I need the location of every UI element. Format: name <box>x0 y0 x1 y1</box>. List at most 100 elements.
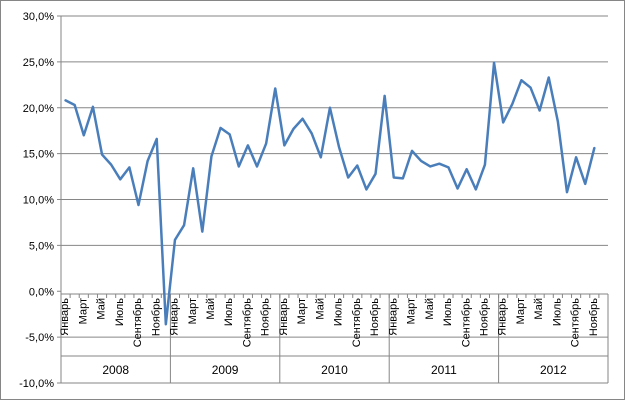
data-point <box>575 156 577 158</box>
data-point <box>593 147 595 149</box>
data-point <box>402 177 404 179</box>
gridlines <box>61 15 608 384</box>
month-label: Июль <box>223 298 235 326</box>
month-label: Май <box>533 298 545 320</box>
data-point <box>210 155 212 157</box>
y-tick-label: -5,0% <box>25 332 54 344</box>
data-point <box>429 165 431 167</box>
month-label: Ноябрь <box>588 298 600 336</box>
data-point <box>128 166 130 168</box>
month-label: Сентябрь <box>132 298 144 348</box>
month-label: Сентябрь <box>351 298 363 348</box>
data-point <box>329 107 331 109</box>
month-label: Март <box>406 298 418 324</box>
x-axis: 2008 2009 2010 2011 2012 Январь Март Май Июль Сен… <box>59 293 609 383</box>
year-label: 2012 <box>540 363 567 377</box>
month-label: Июль <box>442 298 454 326</box>
data-point <box>192 167 194 169</box>
month-label: Сентябрь <box>460 298 472 348</box>
data-point <box>347 176 349 178</box>
month-label: Январь <box>497 298 509 336</box>
series-line <box>64 61 596 326</box>
y-tick-label: 20,0% <box>23 103 54 115</box>
month-label: Май <box>424 298 436 320</box>
data-point <box>301 118 303 120</box>
month-label: Январь <box>387 298 399 336</box>
month-label: Май <box>205 298 217 320</box>
data-point <box>447 166 449 168</box>
data-point <box>119 178 121 180</box>
y-tick-label: 10,0% <box>23 195 54 207</box>
data-point <box>165 323 167 325</box>
data-point <box>137 204 139 206</box>
data-point <box>420 160 422 162</box>
data-point <box>92 106 94 108</box>
y-tick-label: 30,0% <box>23 11 54 23</box>
data-point <box>256 165 258 167</box>
data-point <box>538 109 540 111</box>
year-label: 2008 <box>102 363 129 377</box>
data-point <box>475 188 477 190</box>
data-point <box>247 144 249 146</box>
month-label: Ноябрь <box>150 298 162 336</box>
data-point <box>73 104 75 106</box>
data-point <box>502 121 504 123</box>
month-label: Март <box>77 298 89 324</box>
data-point <box>465 168 467 170</box>
data-point <box>383 95 385 97</box>
month-label: Март <box>296 298 308 324</box>
data-point <box>183 224 185 226</box>
data-point <box>311 132 313 134</box>
data-point <box>584 183 586 185</box>
data-point <box>219 127 221 129</box>
data-point <box>374 173 376 175</box>
data-point <box>320 156 322 158</box>
data-point <box>146 160 148 162</box>
data-point <box>529 86 531 88</box>
data-point <box>283 144 285 146</box>
data-point <box>438 163 440 165</box>
month-label: Июль <box>333 298 345 326</box>
data-point <box>566 191 568 193</box>
data-point <box>520 79 522 81</box>
data-point <box>228 133 230 135</box>
month-label: Май <box>96 298 108 320</box>
y-tick-label: 25,0% <box>23 57 54 69</box>
data-point <box>511 103 513 105</box>
data-point <box>484 163 486 165</box>
data-point <box>101 153 103 155</box>
data-point <box>83 134 85 136</box>
data-point <box>356 164 358 166</box>
data-point <box>365 188 367 190</box>
year-label: 2009 <box>212 363 239 377</box>
data-point <box>201 230 203 232</box>
data-point <box>156 138 158 140</box>
year-label: 2011 <box>431 363 457 377</box>
y-tick-label: -10,0% <box>19 378 54 390</box>
month-label: Июль <box>114 298 126 326</box>
data-point <box>493 62 495 64</box>
month-label: Ноябрь <box>260 298 272 336</box>
month-label: Март <box>515 298 527 324</box>
data-point <box>338 146 340 148</box>
data-point <box>238 165 240 167</box>
y-axis: -10,0% -5,0% 0,0% 5,0% 10,0% 15,0% 20,0% 25,0% 3… <box>19 11 62 390</box>
data-point <box>274 87 276 89</box>
month-label: Январь <box>59 298 71 336</box>
data-point <box>393 176 395 178</box>
y-tick-label: 5,0% <box>29 240 54 252</box>
data-point <box>411 150 413 152</box>
month-label: Сентябрь <box>241 298 253 348</box>
month-label: Март <box>187 298 199 324</box>
data-point <box>292 128 294 130</box>
data-point <box>548 76 550 78</box>
series-layer <box>64 61 596 326</box>
data-point <box>456 187 458 189</box>
y-tick-label: 0,0% <box>29 286 54 298</box>
data-point <box>174 239 176 241</box>
month-label: Сентябрь <box>570 298 582 348</box>
data-point <box>64 99 66 101</box>
year-label: 2010 <box>321 363 348 377</box>
